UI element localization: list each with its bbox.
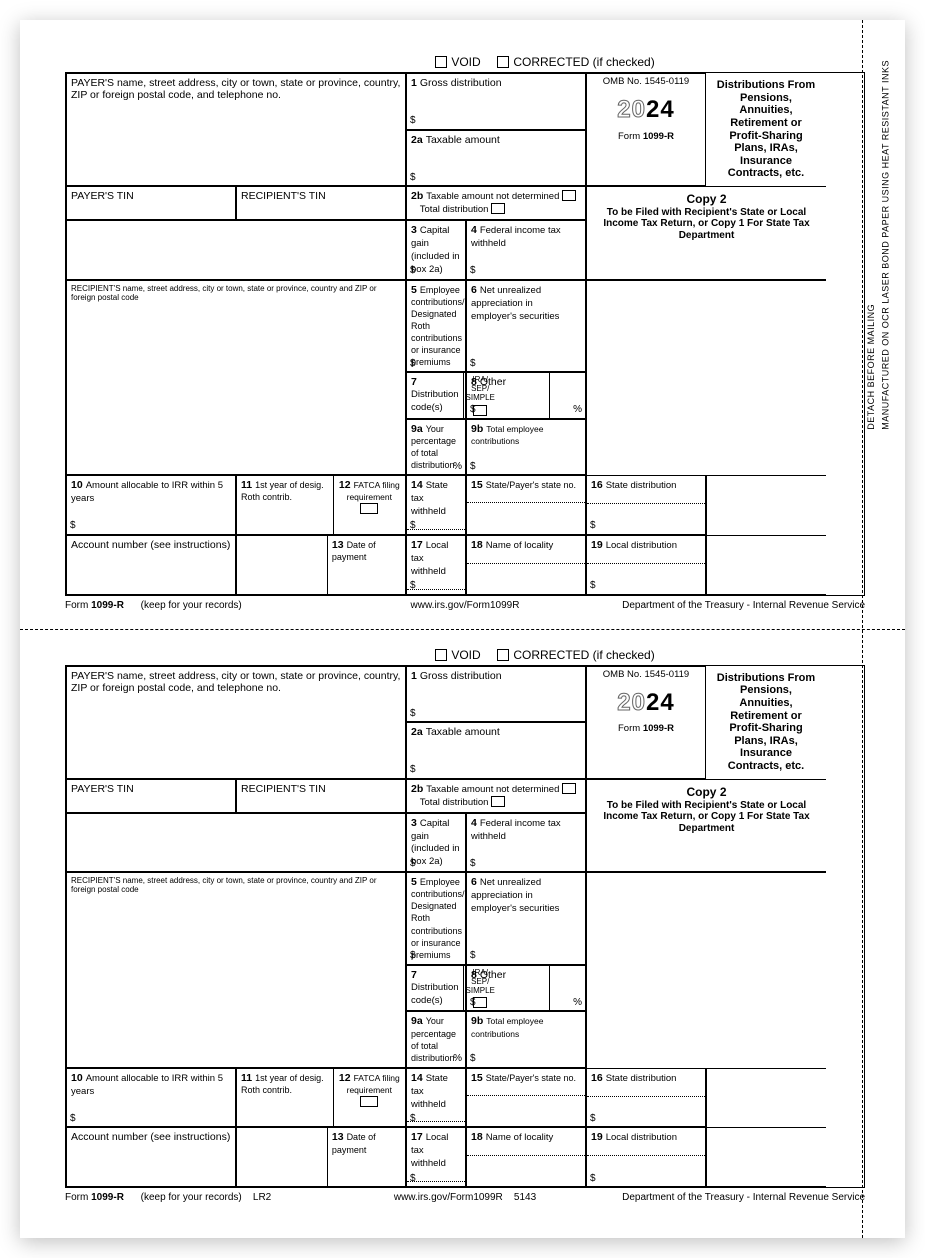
box-2a-2[interactable]: 2aTaxable amount$ — [406, 722, 586, 779]
form-title: Distributions From Pensions, Annuities, … — [706, 73, 826, 186]
box-9b[interactable]: 9bTotal employee contributions$ — [466, 419, 586, 475]
box-19[interactable]: 19Local distribution$ — [586, 535, 706, 595]
omb-year-box: OMB No. 1545-0119 2024 Form 1099-R — [586, 73, 706, 186]
form-1099r-bottom: VOID CORRECTED (if checked) PAYER'S name… — [65, 648, 865, 1204]
recipient-info-box-2[interactable]: RECIPIENT'S name, street address, city o… — [66, 872, 406, 1067]
form-grid-2: PAYER'S name, street address, city or to… — [65, 665, 865, 1189]
corrected-checkbox[interactable] — [497, 56, 509, 68]
box-2b[interactable]: 2bTaxable amount not determined Total di… — [406, 186, 586, 220]
form-footer: Form 1099-R (keep for your records) www.… — [65, 600, 865, 611]
box-13-2[interactable]: 13Date of payment — [328, 1128, 405, 1186]
box-6[interactable]: 6Net unrealized appreciation in employer… — [466, 280, 586, 372]
recipient-tin-2[interactable]: RECIPIENT'S TIN — [236, 779, 406, 813]
box-5-2[interactable]: 5Employee contributions/ Designated Roth… — [406, 872, 466, 964]
side-instructions: DETACH BEFORE MAILING MANUFACTURED ON OC… — [864, 60, 893, 430]
horizontal-perforation — [20, 629, 905, 630]
box-5[interactable]: 5Employee contributions/ Designated Roth… — [406, 280, 466, 372]
box-1-2[interactable]: 1Gross distribution$ — [406, 666, 586, 723]
box-13[interactable]: 13Date of payment — [328, 536, 405, 594]
box-9b-2[interactable]: 9bTotal employee contributions$ — [466, 1011, 586, 1067]
corrected-checkbox-2[interactable] — [497, 649, 509, 661]
box-14-2[interactable]: 14State tax withheld$ — [406, 1068, 466, 1128]
box-6-2[interactable]: 6Net unrealized appreciation in employer… — [466, 872, 586, 964]
box-12[interactable]: 12FATCA filing requirement — [334, 476, 405, 534]
box-10[interactable]: 10Amount allocable to IRR within 5 years… — [66, 475, 236, 535]
box-19-2[interactable]: 19Local distribution$ — [586, 1127, 706, 1187]
box-3[interactable]: 3Capital gain (included in box 2a)$ — [406, 220, 466, 280]
void-checkbox-2[interactable] — [435, 649, 447, 661]
box-18-2[interactable]: 18Name of locality — [466, 1127, 586, 1187]
box-8-2[interactable]: 8Other$ % — [466, 965, 586, 1012]
copy-2-block: Copy 2 To be Filed with Recipient's Stat… — [586, 186, 826, 280]
void-checkbox[interactable] — [435, 56, 447, 68]
form-title-2: Distributions From Pensions, Annuities, … — [706, 666, 826, 779]
form-page: DETACH BEFORE MAILING MANUFACTURED ON OC… — [20, 20, 905, 1238]
recipient-tin[interactable]: RECIPIENT'S TIN — [236, 186, 406, 220]
box-17[interactable]: 17Local tax withheld$ — [406, 535, 466, 595]
top-checkboxes-2: VOID CORRECTED (if checked) — [65, 648, 865, 662]
box-8[interactable]: 8Other$ % — [466, 372, 586, 419]
box-17-2[interactable]: 17Local tax withheld$ — [406, 1127, 466, 1187]
box-3-2[interactable]: 3Capital gain (included in box 2a)$ — [406, 813, 466, 873]
box-18[interactable]: 18Name of locality — [466, 535, 586, 595]
box-15[interactable]: 15State/Payer's state no. — [466, 475, 586, 535]
recipient-info-box[interactable]: RECIPIENT'S name, street address, city o… — [66, 280, 406, 475]
box-2a[interactable]: 2aTaxable amount$ — [406, 130, 586, 187]
box-11-2[interactable]: 111st year of desig. Roth contrib. — [237, 1069, 334, 1127]
box-11[interactable]: 111st year of desig. Roth contrib. — [237, 476, 334, 534]
box-7-2[interactable]: 7Distribution code(s) IRA/ SEP/ SIMPLE — [406, 965, 466, 1012]
box-16[interactable]: 16State distribution$ — [586, 475, 706, 535]
payer-recip-tin-area — [66, 220, 406, 280]
copy-2-block-2: Copy 2 To be Filed with Recipient's Stat… — [586, 779, 826, 873]
box-4[interactable]: 4Federal income tax withheld$ — [466, 220, 586, 280]
box-9a[interactable]: 9aYour percentage of total distribution% — [406, 419, 466, 475]
box-10-2[interactable]: 10Amount allocable to IRR within 5 years… — [66, 1068, 236, 1128]
form-footer-2: Form 1099-R (keep for your records) LR2 … — [65, 1192, 865, 1203]
payer-info-box[interactable]: PAYER'S name, street address, city or to… — [66, 73, 406, 186]
form-1099r-top: VOID CORRECTED (if checked) PAYER'S name… — [65, 55, 865, 611]
box-4-2[interactable]: 4Federal income tax withheld$ — [466, 813, 586, 873]
box-7[interactable]: 7Distribution code(s) IRA/ SEP/ SIMPLE — [406, 372, 466, 419]
account-number[interactable]: Account number (see instructions) — [66, 535, 236, 595]
box-14[interactable]: 14State tax withheld$ — [406, 475, 466, 535]
omb-year-box-2: OMB No. 1545-0119 2024 Form 1099-R — [586, 666, 706, 779]
payer-info-box-2[interactable]: PAYER'S name, street address, city or to… — [66, 666, 406, 779]
box-12-2[interactable]: 12FATCA filing requirement — [334, 1069, 405, 1127]
form-grid: PAYER'S name, street address, city or to… — [65, 72, 865, 596]
blank-right — [586, 280, 826, 475]
payer-tin[interactable]: PAYER'S TIN — [66, 186, 236, 220]
box-11-12-wrap: 111st year of desig. Roth contrib. 12FAT… — [236, 475, 406, 535]
top-checkboxes: VOID CORRECTED (if checked) — [65, 55, 865, 69]
box-16-2[interactable]: 16State distribution$ — [586, 1068, 706, 1128]
box-15-2[interactable]: 15State/Payer's state no. — [466, 1068, 586, 1128]
box-1[interactable]: 1Gross distribution$ — [406, 73, 586, 130]
box-9a-2[interactable]: 9aYour percentage of total distribution% — [406, 1011, 466, 1067]
box-2b-2[interactable]: 2bTaxable amount not determined Total di… — [406, 779, 586, 813]
payer-tin-2[interactable]: PAYER'S TIN — [66, 779, 236, 813]
account-number-2[interactable]: Account number (see instructions) — [66, 1127, 236, 1187]
vertical-perforation — [862, 20, 863, 1238]
